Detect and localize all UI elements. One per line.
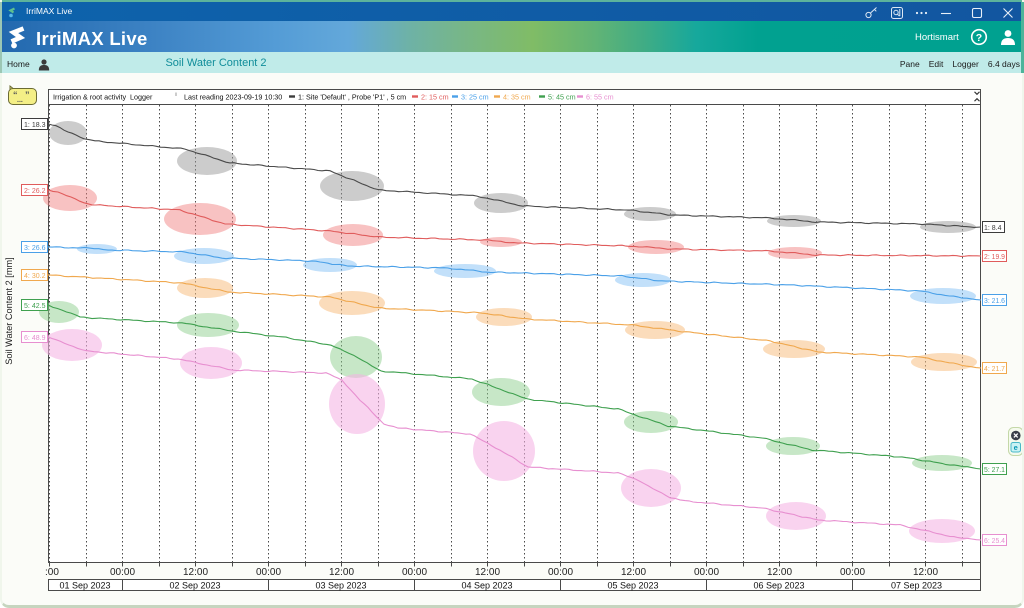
svg-text:2: 15 cm: 2: 15 cm <box>421 93 449 102</box>
svg-text:e: e <box>1014 443 1018 452</box>
svg-text:01 Sep 2023: 01 Sep 2023 <box>59 581 110 591</box>
svg-text:Logger: Logger <box>130 93 153 102</box>
svg-text:12:00: 12:00 <box>621 567 646 578</box>
svg-text:05 Sep 2023: 05 Sep 2023 <box>607 581 658 591</box>
svg-text::00: :00 <box>45 567 59 578</box>
svg-text:1: Site 'Default' , Probe 'P1': 1: Site 'Default' , Probe 'P1' , 5 cm <box>298 93 406 102</box>
svg-text:6: 25.4: 6: 25.4 <box>984 536 1005 545</box>
svg-text:5: 42.5: 5: 42.5 <box>24 301 46 310</box>
svg-text:12:00: 12:00 <box>183 567 208 578</box>
svg-text:00:00: 00:00 <box>694 567 719 578</box>
svg-text:00:00: 00:00 <box>548 567 573 578</box>
svg-text:12:00: 12:00 <box>767 567 792 578</box>
svg-text:1: 18.3: 1: 18.3 <box>24 120 46 129</box>
svg-text:2: 19.9: 2: 19.9 <box>984 252 1005 261</box>
svg-text:4: 30.2: 4: 30.2 <box>24 271 46 280</box>
svg-text:Soil Water Content 2 [mm]: Soil Water Content 2 [mm] <box>4 257 14 364</box>
svg-text:12:00: 12:00 <box>329 567 354 578</box>
svg-text:06 Sep 2023: 06 Sep 2023 <box>753 581 804 591</box>
svg-text:3: 25 cm: 3: 25 cm <box>461 93 489 102</box>
svg-text:12:00: 12:00 <box>913 567 938 578</box>
svg-text:04 Sep 2023: 04 Sep 2023 <box>461 581 512 591</box>
svg-text:”: ” <box>25 90 30 100</box>
svg-text:00:00: 00:00 <box>110 567 135 578</box>
svg-text:02 Sep 2023: 02 Sep 2023 <box>169 581 220 591</box>
svg-text:12:00: 12:00 <box>475 567 500 578</box>
svg-text:4: 21.7: 4: 21.7 <box>984 364 1005 373</box>
svg-text:6: 48.9: 6: 48.9 <box>24 333 46 342</box>
svg-text:Irrigation & root activity: Irrigation & root activity <box>53 93 127 102</box>
svg-text:03 Sep 2023: 03 Sep 2023 <box>315 581 366 591</box>
svg-text:?: ? <box>976 32 982 44</box>
svg-text:3: 21.6: 3: 21.6 <box>984 296 1005 305</box>
svg-text:00:00: 00:00 <box>840 567 865 578</box>
svg-text:3: 26.6: 3: 26.6 <box>24 243 46 252</box>
svg-text:00:00: 00:00 <box>256 567 281 578</box>
svg-text:1: 8.4: 1: 8.4 <box>984 223 1002 232</box>
svg-text:4: 35 cm: 4: 35 cm <box>503 93 531 102</box>
svg-text:5: 45 cm: 5: 45 cm <box>548 93 576 102</box>
svg-text:“: “ <box>13 90 18 100</box>
svg-text:Last reading 2023-09-19 10:30: Last reading 2023-09-19 10:30 <box>184 93 282 102</box>
svg-text:2: 26.2: 2: 26.2 <box>24 186 46 195</box>
svg-text:07 Sep 2023: 07 Sep 2023 <box>891 581 942 591</box>
svg-text:6: 55 cm: 6: 55 cm <box>586 93 614 102</box>
svg-text:00:00: 00:00 <box>402 567 427 578</box>
svg-text:5: 27.1: 5: 27.1 <box>984 465 1005 474</box>
svg-text:...: ... <box>17 97 23 104</box>
